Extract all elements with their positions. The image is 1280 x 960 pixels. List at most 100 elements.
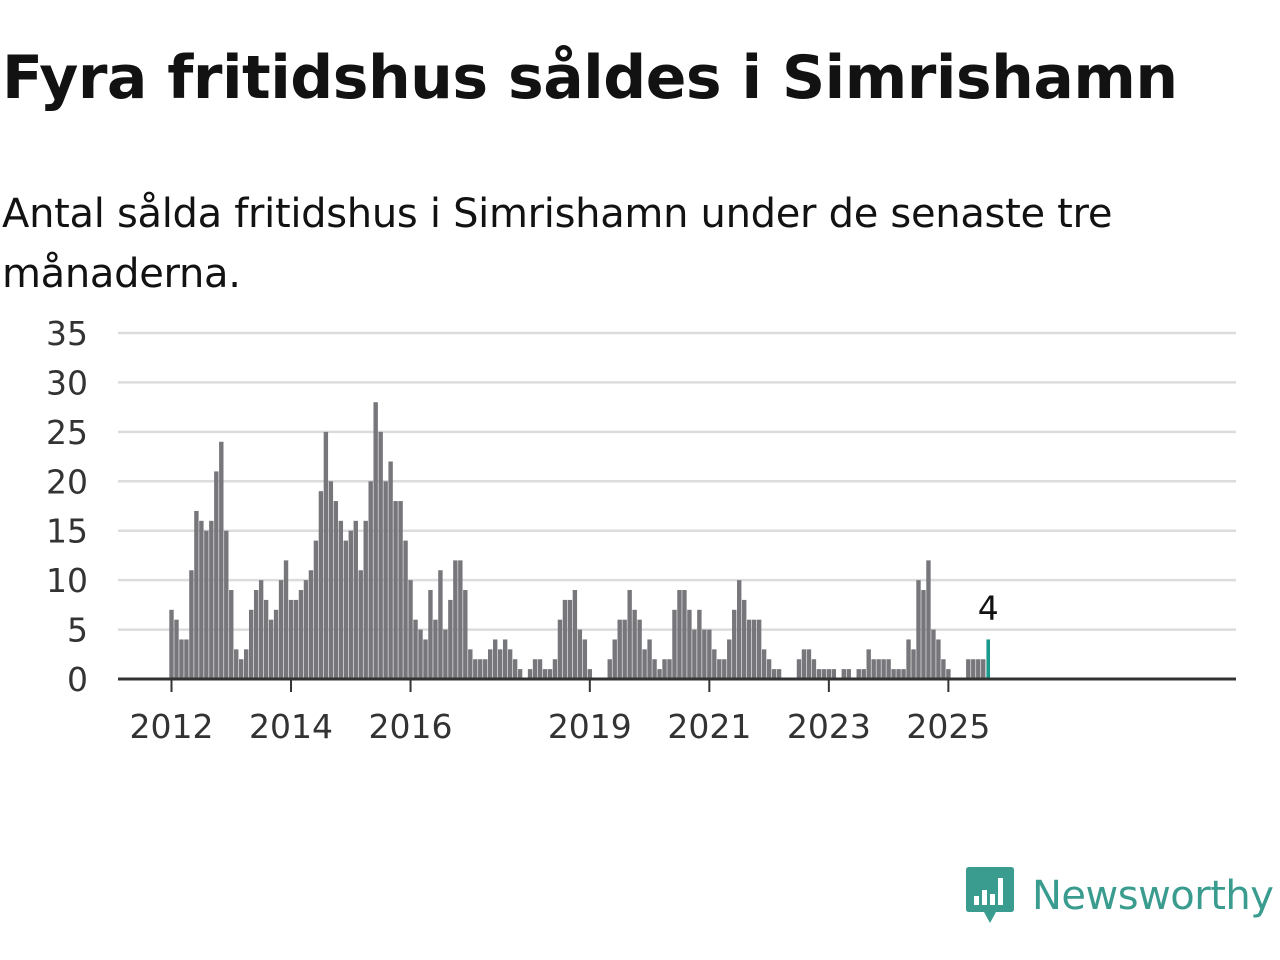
bar bbox=[737, 580, 742, 679]
bar bbox=[527, 669, 533, 679]
bar bbox=[727, 639, 732, 679]
bar bbox=[771, 669, 777, 679]
bar bbox=[562, 599, 568, 679]
bar bbox=[502, 639, 508, 679]
bar bbox=[627, 590, 632, 679]
bar bbox=[542, 669, 548, 679]
x-tick-label: 2012 bbox=[130, 707, 214, 746]
bar bbox=[408, 580, 413, 679]
y-tick-label: 25 bbox=[46, 413, 88, 452]
bar bbox=[368, 481, 373, 679]
bar bbox=[214, 471, 219, 679]
bar bbox=[253, 590, 259, 679]
bar bbox=[876, 659, 881, 679]
bar bbox=[204, 530, 209, 679]
bar bbox=[652, 659, 657, 679]
x-axis-ticks: 2012 2014 2016 2019 2021 2023 2025 bbox=[130, 679, 990, 746]
bar bbox=[308, 570, 314, 679]
bar bbox=[184, 639, 189, 679]
bar bbox=[766, 659, 772, 679]
bar bbox=[761, 649, 767, 679]
bar bbox=[896, 669, 901, 679]
bar bbox=[831, 669, 837, 679]
bar bbox=[199, 520, 204, 679]
y-tick-label: 30 bbox=[46, 363, 88, 402]
bar bbox=[921, 590, 926, 679]
bar bbox=[468, 649, 473, 679]
bar bbox=[293, 599, 299, 679]
bar bbox=[632, 609, 637, 679]
bar bbox=[816, 669, 822, 679]
bar bbox=[567, 599, 573, 679]
bar bbox=[433, 619, 438, 679]
bar bbox=[224, 530, 229, 679]
bar bbox=[732, 609, 737, 679]
bar bbox=[303, 580, 309, 679]
bar bbox=[906, 639, 911, 679]
bar bbox=[971, 659, 976, 679]
bar bbox=[278, 580, 284, 679]
latest-value-label: 4 bbox=[978, 588, 999, 627]
bar bbox=[288, 599, 294, 679]
bar bbox=[547, 669, 553, 679]
bar bbox=[333, 501, 339, 679]
y-tick-label: 5 bbox=[67, 611, 88, 650]
bar bbox=[801, 649, 807, 679]
bar bbox=[273, 609, 279, 679]
bar bbox=[373, 402, 378, 679]
bar bbox=[742, 599, 747, 679]
bar bbox=[642, 649, 647, 679]
x-tick-label: 2025 bbox=[906, 707, 990, 746]
bar bbox=[582, 639, 588, 679]
bar bbox=[388, 461, 393, 679]
bar bbox=[512, 659, 518, 679]
bar bbox=[751, 619, 757, 679]
bar bbox=[423, 639, 428, 679]
bar bbox=[572, 590, 578, 679]
bar bbox=[169, 609, 174, 679]
bar bbox=[234, 649, 239, 679]
y-tick-label: 0 bbox=[67, 660, 88, 699]
bar bbox=[941, 659, 946, 679]
x-tick-label: 2023 bbox=[787, 707, 871, 746]
bar bbox=[179, 639, 184, 679]
bar bbox=[612, 639, 617, 679]
bar bbox=[398, 501, 403, 679]
bar bbox=[488, 649, 493, 679]
bar bbox=[323, 431, 329, 679]
bar bbox=[587, 669, 593, 679]
bar bbox=[268, 619, 274, 679]
bar bbox=[393, 501, 398, 679]
bar bbox=[438, 570, 443, 679]
bar bbox=[403, 540, 408, 679]
bar bbox=[622, 619, 627, 679]
bar bbox=[557, 619, 563, 679]
bar bbox=[856, 669, 861, 679]
bar bbox=[239, 659, 244, 679]
bar bbox=[866, 649, 871, 679]
bar bbox=[497, 649, 503, 679]
bar bbox=[881, 659, 886, 679]
bar bbox=[478, 659, 483, 679]
bar bbox=[174, 619, 179, 679]
bar bbox=[353, 520, 358, 679]
bar bbox=[194, 510, 199, 679]
bar bbox=[428, 590, 433, 679]
bar bbox=[443, 629, 448, 679]
bar bbox=[702, 629, 707, 679]
annotations: 4 bbox=[978, 588, 999, 627]
bar bbox=[258, 580, 264, 679]
bar bbox=[667, 659, 672, 679]
bar bbox=[463, 590, 468, 679]
bar bbox=[517, 669, 523, 679]
bar bbox=[697, 609, 702, 679]
bar bbox=[607, 659, 612, 679]
bar bbox=[891, 669, 896, 679]
y-axis-ticks: 0 5 10 15 20 25 30 35 bbox=[46, 314, 88, 699]
bar bbox=[617, 619, 622, 679]
x-tick-label: 2014 bbox=[249, 707, 333, 746]
bar bbox=[687, 609, 692, 679]
bar bbox=[358, 570, 363, 679]
bar bbox=[926, 560, 931, 679]
x-tick-label: 2019 bbox=[548, 707, 632, 746]
